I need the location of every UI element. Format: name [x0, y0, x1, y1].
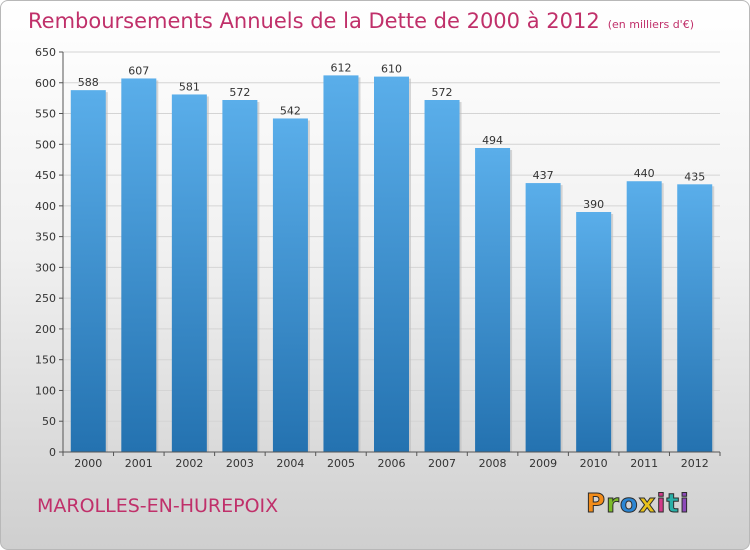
y-tick-label: 50: [42, 415, 56, 428]
bar-2008: [475, 148, 511, 452]
bar-2007: [424, 100, 460, 452]
axes: [59, 51, 721, 456]
value-label-2001: 607: [128, 64, 149, 77]
x-tick-label-2009: 2009: [529, 457, 557, 470]
y-tick-label: 600: [35, 77, 56, 90]
proxiti-logo: Proxiti: [585, 489, 690, 520]
x-tick-label-2012: 2012: [681, 457, 709, 470]
labels: 0 50 100 150 200 250 300 350 400 450 500 550 600 650 5…: [35, 46, 709, 470]
bar-2005: [323, 75, 359, 452]
x-tick-label-2005: 2005: [327, 457, 355, 470]
logo-letter: r: [606, 489, 620, 520]
x-tick-label-2003: 2003: [226, 457, 254, 470]
value-label-2012: 435: [684, 170, 705, 183]
x-tick-label-2001: 2001: [125, 457, 153, 470]
bar-2012: [677, 184, 713, 453]
x-tick-label-2004: 2004: [276, 457, 304, 470]
value-label-2010: 390: [583, 198, 604, 211]
x-tick-label-2011: 2011: [630, 457, 658, 470]
value-label-2004: 542: [280, 104, 301, 117]
commune-name: MAROLLES-EN-HUREPOIX: [37, 495, 279, 517]
y-tick-label: 450: [35, 169, 56, 182]
y-tick-label: 150: [35, 354, 56, 367]
x-tick-label-2008: 2008: [479, 457, 507, 470]
x-tick-label-2002: 2002: [175, 457, 203, 470]
x-tick-label-2006: 2006: [378, 457, 406, 470]
value-label-2000: 588: [78, 76, 99, 89]
bar-2010: [576, 212, 612, 452]
bar-2001: [121, 78, 157, 452]
bar-2004: [272, 118, 308, 452]
value-label-2006: 610: [381, 63, 402, 76]
title-text: Remboursements Annuels de la Dette de 20…: [28, 9, 600, 33]
bar-2006: [374, 76, 409, 452]
logo-letter: x: [638, 489, 657, 520]
x-tick-label-2000: 2000: [74, 457, 102, 470]
bars: [70, 75, 715, 453]
bar-2002: [171, 94, 207, 452]
y-tick-label: 650: [35, 46, 56, 59]
value-label-2005: 612: [330, 61, 351, 74]
bar-2009: [525, 183, 561, 453]
value-label-2011: 440: [634, 167, 655, 180]
logo-letter: P: [585, 489, 607, 520]
y-tick-label: 550: [35, 108, 56, 121]
bar-2011: [626, 181, 662, 452]
x-tick-label-2010: 2010: [580, 457, 608, 470]
chart-subtitle: (en milliers d'€): [607, 18, 694, 31]
bar-2000: [70, 90, 106, 453]
value-label-2008: 494: [482, 134, 503, 147]
y-tick-label: 250: [35, 292, 56, 305]
logo-letter: o: [619, 489, 639, 520]
x-tick-label-2007: 2007: [428, 457, 456, 470]
y-tick-label: 0: [49, 446, 56, 459]
chart-title: Remboursements Annuels de la Dette de 20…: [28, 9, 694, 33]
y-tick-label: 500: [35, 138, 56, 151]
bar-2003: [222, 100, 258, 452]
logo-letter: i: [679, 489, 690, 520]
logo-letter: i: [656, 489, 667, 520]
y-tick-label: 100: [35, 384, 56, 397]
y-tick-label: 300: [35, 261, 56, 274]
value-label-2007: 572: [432, 86, 453, 99]
value-label-2003: 572: [229, 86, 250, 99]
value-label-2009: 437: [533, 169, 554, 182]
y-tick-label: 400: [35, 200, 56, 213]
logo-letter: t: [666, 489, 680, 520]
value-label-2002: 581: [179, 80, 200, 93]
y-tick-label: 350: [35, 231, 56, 244]
y-tick-label: 200: [35, 323, 56, 336]
